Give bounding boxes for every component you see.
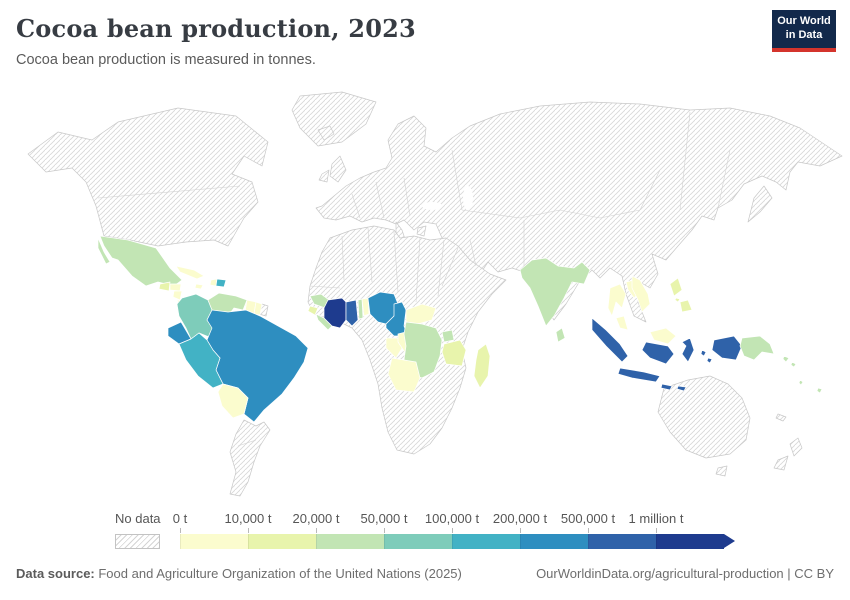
region-southern-south-america-no-data	[229, 419, 271, 497]
owid-logo-line2: in Data	[785, 28, 823, 41]
country-thailand[interactable]	[607, 283, 627, 317]
legend-arrow-tip	[724, 534, 735, 548]
legend-tick-label: 50,000 t	[360, 511, 408, 526]
legend-tick-mark	[656, 528, 657, 533]
country-bolivia[interactable]	[217, 383, 249, 419]
legend-tick-label: 1 million t	[628, 511, 684, 526]
legend-tick-mark	[520, 528, 521, 533]
world-choropleth-map	[0, 90, 850, 505]
owid-logo[interactable]: Our World in Data	[772, 10, 836, 52]
caspian-sea	[463, 186, 473, 210]
country-angola[interactable]	[387, 357, 421, 393]
owid-credit-link[interactable]: OurWorldinData.org/agricultural-producti…	[536, 566, 834, 581]
region-ireland-no-data	[318, 169, 330, 183]
legend-tick-mark	[248, 528, 249, 533]
country-solomon-islands[interactable]	[782, 355, 797, 368]
legend-bin-swatch[interactable]	[180, 534, 248, 549]
country-sierra-leone[interactable]	[307, 305, 319, 316]
region-australia-no-data	[657, 375, 751, 459]
country-peru[interactable]	[178, 332, 224, 389]
country-tanzania[interactable]	[441, 339, 467, 367]
legend-bin-swatch[interactable]	[588, 534, 656, 549]
country-borders-overlay	[97, 111, 731, 447]
country-vietnam[interactable]	[631, 275, 651, 313]
country-fiji[interactable]	[816, 387, 823, 394]
country-sri-lanka[interactable]	[555, 327, 566, 343]
country-liberia[interactable]	[315, 313, 333, 331]
legend-bin-swatch[interactable]	[384, 534, 452, 549]
country-gabon[interactable]	[385, 337, 403, 359]
country-honduras[interactable]	[169, 283, 182, 292]
country-malaysia[interactable]	[615, 315, 677, 345]
country-jamaica[interactable]	[194, 283, 204, 290]
region-iceland-no-data	[317, 125, 335, 141]
legend-no-data-swatch[interactable]	[115, 534, 160, 549]
map-legend: No data 0 t 10,000 t 20,000 t 50,000 t 100,0…	[0, 511, 850, 553]
legend-bin-swatch[interactable]	[656, 534, 724, 549]
black-sea	[422, 202, 442, 210]
legend-bin-swatch[interactable]	[316, 534, 384, 549]
country-mexico[interactable]	[97, 235, 183, 287]
country-ghana[interactable]	[345, 299, 359, 327]
legend-bin-swatch[interactable]	[452, 534, 520, 549]
country-philippines[interactable]	[669, 277, 693, 313]
legend-tick-label: 20,000 t	[292, 511, 340, 526]
legend-bin-swatch[interactable]	[248, 534, 316, 549]
legend-tick-label: 500,000 t	[560, 511, 616, 526]
region-new-zealand-no-data	[773, 437, 803, 471]
region-north-america-no-data	[27, 107, 269, 247]
country-papua-new-guinea[interactable]	[739, 335, 775, 361]
country-indonesia[interactable]	[591, 317, 743, 392]
legend-tick-mark	[316, 528, 317, 533]
legend-tick-label: 200,000 t	[492, 511, 548, 526]
page-title: Cocoa bean production, 2023	[16, 14, 416, 43]
legend-tick-mark	[452, 528, 453, 533]
legend-tick-mark	[180, 528, 181, 533]
owid-logo-red-bar	[772, 47, 836, 52]
country-india[interactable]	[519, 257, 591, 327]
region-japan-no-data	[747, 185, 773, 223]
chart-footer: Data source: Food and Agriculture Organi…	[16, 566, 834, 581]
data-source-text: Food and Agriculture Organization of the…	[94, 566, 462, 581]
country-cuba[interactable]	[175, 265, 205, 280]
chart-subtitle: Cocoa bean production is measured in ton…	[16, 52, 316, 68]
region-britain-no-data	[329, 155, 347, 183]
legend-no-data-label: No data	[115, 511, 161, 526]
legend-tick-label: 10,000 t	[224, 511, 272, 526]
country-togo[interactable]	[357, 298, 364, 320]
legend-tick-mark	[384, 528, 385, 533]
owid-logo-line1: Our World	[777, 15, 831, 27]
region-greenland-no-data	[291, 91, 377, 147]
legend-tick-label: 100,000 t	[424, 511, 480, 526]
region-tasmania-no-data	[715, 465, 728, 477]
legend-bin-swatch[interactable]	[520, 534, 588, 549]
region-new-caledonia-no-data	[775, 413, 787, 422]
country-nicaragua[interactable]	[172, 290, 183, 301]
data-source-note: Data source: Food and Agriculture Organi…	[16, 566, 462, 581]
country-madagascar[interactable]	[473, 343, 491, 389]
country-suriname[interactable]	[253, 301, 263, 316]
country-benin[interactable]	[361, 297, 370, 317]
world-map-svg	[27, 91, 843, 497]
country-cote-divoire[interactable]	[323, 297, 347, 329]
owid-logo-text: Our World in Data	[772, 10, 836, 48]
country-dominican-republic[interactable]	[215, 278, 227, 288]
country-vanuatu[interactable]	[798, 379, 804, 386]
country-uganda[interactable]	[441, 329, 455, 343]
legend-tick-label: 0 t	[172, 511, 188, 526]
legend-tick-mark	[588, 528, 589, 533]
region-greece-no-data	[416, 225, 427, 237]
data-source-label: Data source:	[16, 566, 95, 581]
country-guatemala[interactable]	[158, 281, 171, 292]
